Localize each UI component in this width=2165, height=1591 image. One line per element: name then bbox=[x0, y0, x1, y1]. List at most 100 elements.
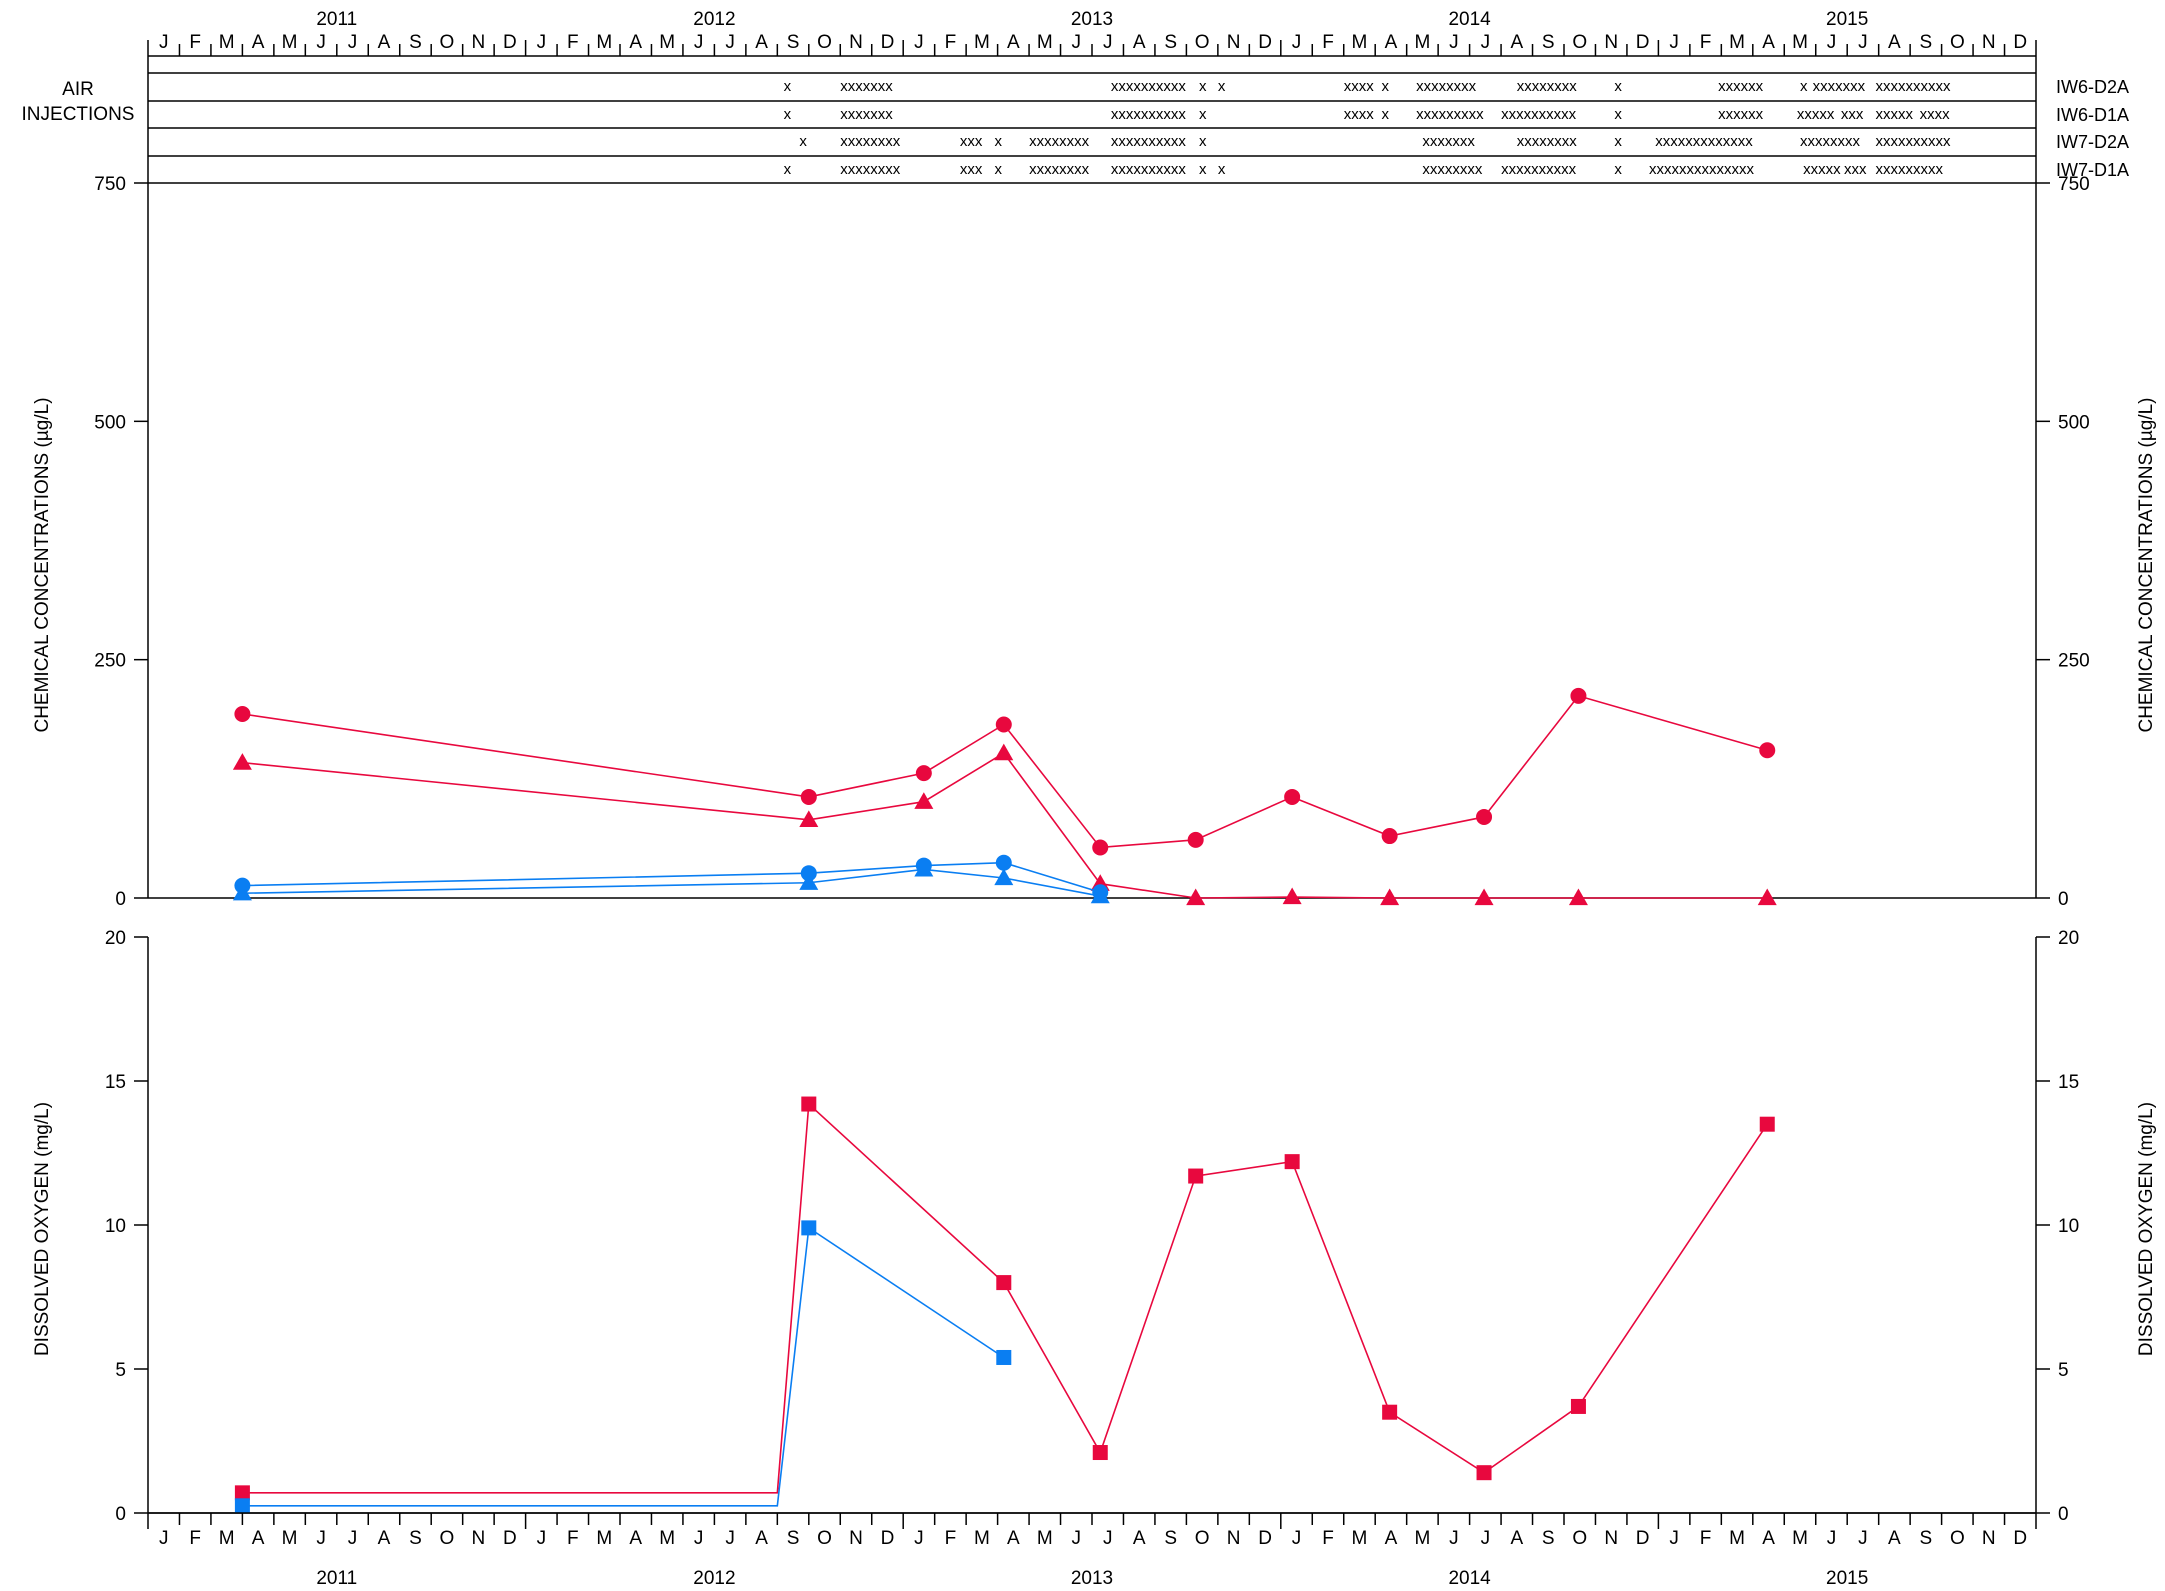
top-year-label: 2013 bbox=[1071, 9, 1113, 30]
top-month-label: A bbox=[1007, 32, 1020, 53]
bottom-month-label: J bbox=[1449, 1528, 1459, 1549]
data-point-triangle bbox=[914, 792, 934, 809]
top-month-label: M bbox=[282, 32, 298, 53]
bottom-month-label: J bbox=[1072, 1528, 1082, 1549]
injection-well-label: IW7-D2A bbox=[2056, 132, 2129, 152]
injection-marks: xxxxxx bbox=[1718, 106, 1764, 123]
data-point-triangle bbox=[914, 859, 934, 877]
bottom-month-label: M bbox=[282, 1528, 298, 1549]
series-line bbox=[242, 1102, 1768, 1494]
injection-marks: xxxxxxxx bbox=[1800, 133, 1861, 150]
data-point-square bbox=[1284, 1154, 1300, 1170]
top-month-label: A bbox=[1762, 32, 1775, 53]
data-point-square bbox=[234, 1498, 250, 1514]
injection-marks: x bbox=[784, 161, 792, 178]
data-point-triangle bbox=[994, 868, 1014, 886]
injection-marks: xxxx bbox=[1344, 78, 1375, 95]
bottom-month-label: O bbox=[1195, 1528, 1210, 1549]
injection-marks: x bbox=[1614, 161, 1622, 178]
top-month-label: M bbox=[1792, 32, 1808, 53]
top-month-label: M bbox=[596, 32, 612, 53]
injection-marks: xxxxxxxxxxxxx bbox=[1655, 133, 1753, 150]
injection-marks: xxxxxxxxxx bbox=[1111, 106, 1187, 123]
bottom-month-label: A bbox=[1510, 1528, 1523, 1549]
bottom-month-label: J bbox=[1103, 1528, 1113, 1549]
data-point-triangle bbox=[1568, 888, 1588, 906]
top-month-label: D bbox=[881, 32, 895, 53]
top-year-label: 2014 bbox=[1448, 9, 1491, 30]
left-y-tick-label: 0 bbox=[115, 889, 126, 910]
injection-marks: xxxxxxxxxx bbox=[1111, 78, 1187, 95]
bottom-month-label: M bbox=[1729, 1528, 1745, 1549]
top-month-label: O bbox=[440, 32, 455, 53]
bottom-month-label: D bbox=[503, 1528, 517, 1549]
top-month-label: J bbox=[694, 32, 704, 53]
injection-marks: xxxxxxxx bbox=[1517, 133, 1578, 150]
bottom-month-label: D bbox=[1636, 1528, 1650, 1549]
right-y-tick-label: 0 bbox=[2058, 889, 2069, 910]
bottom-month-label: A bbox=[252, 1528, 265, 1549]
data-point-circle bbox=[800, 865, 817, 882]
injection-marks: xxxxxxxxxx bbox=[1876, 133, 1952, 150]
bottom-month-label: S bbox=[1542, 1528, 1555, 1549]
top-month-label: J bbox=[1292, 32, 1302, 53]
top-month-label: J bbox=[1449, 32, 1459, 53]
bottom-year-label: 2014 bbox=[1448, 1568, 1491, 1589]
top-month-label: S bbox=[409, 32, 422, 53]
bottom-month-label: A bbox=[1762, 1528, 1775, 1549]
left-y-tick-label: 10 bbox=[105, 1216, 126, 1237]
injection-marks: xxxxxxxxxx bbox=[1501, 161, 1577, 178]
data-point-triangle bbox=[232, 883, 252, 901]
bottom-month-label: M bbox=[596, 1528, 612, 1549]
bottom-month-label: N bbox=[472, 1528, 486, 1549]
top-month-label: A bbox=[1385, 32, 1398, 53]
data-point-circle bbox=[1381, 828, 1398, 845]
injections-title-line1: AIR bbox=[62, 79, 94, 100]
bottom-month-label: O bbox=[1950, 1528, 1965, 1549]
bottom-month-label: F bbox=[1322, 1528, 1334, 1549]
bottom-month-label: A bbox=[629, 1528, 642, 1549]
bottom-year-label: 2012 bbox=[693, 1568, 735, 1589]
bottom-month-label: J bbox=[914, 1528, 924, 1549]
injection-marks: x bbox=[1218, 78, 1226, 95]
data-point-square bbox=[234, 1485, 250, 1501]
data-point-square bbox=[1570, 1398, 1586, 1414]
bottom-month-label: O bbox=[440, 1528, 455, 1549]
injection-marks: x bbox=[1199, 133, 1207, 150]
top-year-label: 2012 bbox=[693, 9, 735, 30]
top-month-label: A bbox=[755, 32, 768, 53]
data-point-triangle bbox=[232, 753, 252, 770]
injection-marks: xxxxxxxx bbox=[1517, 78, 1578, 95]
bottom-year-label: 2015 bbox=[1826, 1568, 1868, 1589]
left-y-tick-label: 5 bbox=[115, 1360, 126, 1381]
data-point-square bbox=[1476, 1465, 1492, 1481]
bottom-month-label: N bbox=[1982, 1528, 1996, 1549]
bottom-month-label: N bbox=[1227, 1528, 1241, 1549]
injection-marks: x bbox=[1614, 78, 1622, 95]
injection-well-label: IW6-D1A bbox=[2056, 105, 2129, 125]
left-y-tick-label: 15 bbox=[105, 1072, 126, 1093]
top-month-label: J bbox=[316, 32, 326, 53]
injection-marks: x bbox=[1199, 78, 1207, 95]
injection-marks: xxxxxxxxx bbox=[1416, 106, 1484, 123]
data-point-circle bbox=[1187, 831, 1204, 848]
injection-marks: xxxxxxx bbox=[840, 78, 893, 95]
injection-marks: xxx bbox=[960, 133, 983, 150]
data-point-triangle bbox=[1090, 886, 1110, 904]
bottom-month-label: D bbox=[881, 1528, 895, 1549]
series-line bbox=[242, 1226, 1005, 1507]
injection-marks: x bbox=[1614, 106, 1622, 123]
top-month-label: J bbox=[914, 32, 924, 53]
bottom-month-label: J bbox=[1669, 1528, 1679, 1549]
top-month-label: N bbox=[1604, 32, 1618, 53]
top-month-label: J bbox=[1827, 32, 1837, 53]
bottom-month-label: A bbox=[1007, 1528, 1020, 1549]
bottom-month-label: D bbox=[2013, 1528, 2027, 1549]
right-y-tick-label: 20 bbox=[2058, 928, 2079, 949]
injection-marks: xxx bbox=[1841, 106, 1864, 123]
right-y-tick-label: 5 bbox=[2058, 1360, 2069, 1381]
bottom-month-label: J bbox=[537, 1528, 547, 1549]
